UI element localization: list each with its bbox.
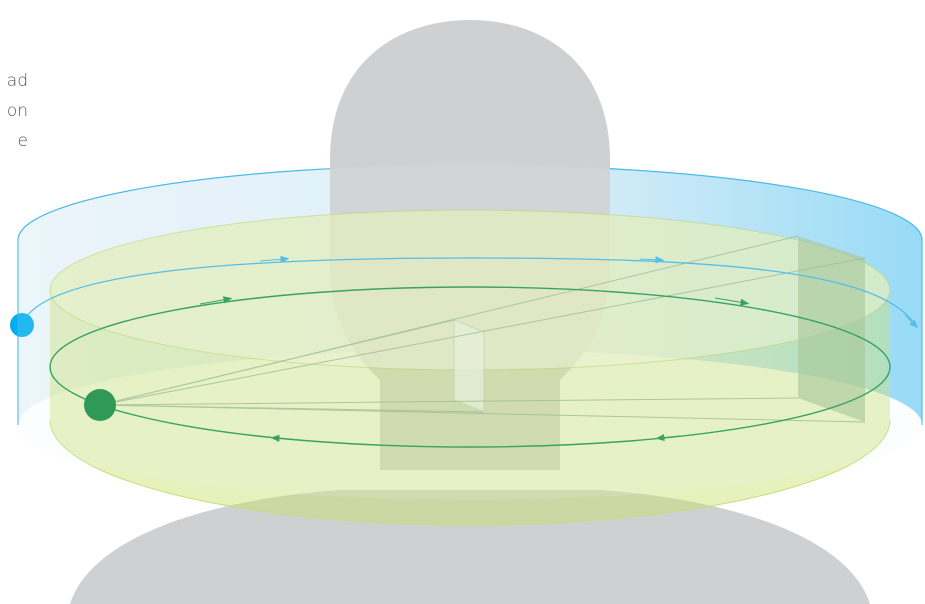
arrow [904,314,919,329]
arrow [714,297,750,306]
arrow [259,255,290,263]
screen [798,236,865,422]
sight-lines [99,235,866,423]
text-line: ad [7,71,28,91]
text-fragments: ad on e [7,71,28,151]
blue-viewer [10,313,34,337]
arrow [639,256,665,264]
text-line: on [7,101,28,121]
blue-orbit [21,257,916,326]
green-viewer [84,389,116,421]
arrow [270,434,301,442]
arrow [655,433,681,442]
green-orbit [49,286,891,448]
outer-band-front [18,165,922,500]
text-line: e [18,131,28,151]
outer-band-edge [17,240,923,425]
cylinder-bottom [49,419,891,526]
arrow [199,296,233,305]
